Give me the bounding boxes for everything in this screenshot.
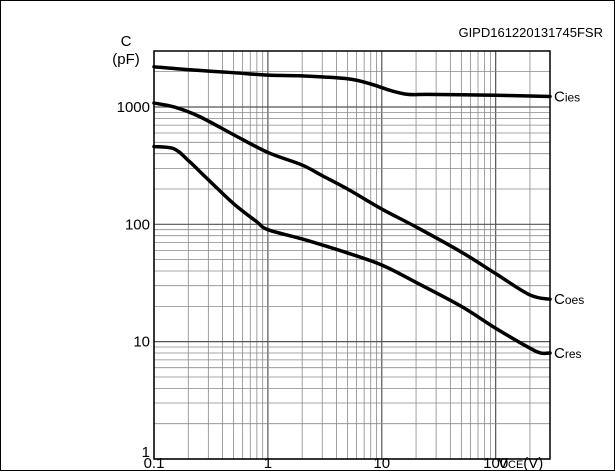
y-tick-label: 10 xyxy=(133,334,150,351)
y-tick-labels: 1 10 100 1000 xyxy=(117,99,150,461)
series-layer xyxy=(152,65,552,356)
figure-id: GIPD161220131745FSR xyxy=(458,25,603,40)
x-axis-title: VCE(V) xyxy=(498,455,543,471)
series-line-cres xyxy=(152,144,552,356)
x-tick-label: 100 xyxy=(483,455,508,471)
series-label-cies: Cies xyxy=(554,88,580,105)
series-label-coes: Coes xyxy=(554,291,584,308)
series-label-sub: ies xyxy=(565,90,580,104)
plot-frame xyxy=(153,50,551,460)
series-label-cres: Cres xyxy=(554,345,582,362)
x-axis-title-unit: (V) xyxy=(523,455,543,471)
y-axis-title-symbol: C xyxy=(121,33,132,50)
y-tick-label: 100 xyxy=(125,216,150,233)
x-axis-title-main: V xyxy=(498,455,508,471)
series-label-main: C xyxy=(554,345,565,362)
y-axis-title-unit: (pF) xyxy=(112,51,140,68)
series-label-main: C xyxy=(554,88,565,105)
x-tick-label: 1 xyxy=(264,455,272,471)
series-line-cies xyxy=(152,65,552,99)
x-axis-title-sub: CE xyxy=(508,459,523,471)
series-label-sub: res xyxy=(565,347,582,361)
series-label-main: C xyxy=(554,291,565,308)
y-tick-label: 1000 xyxy=(117,99,150,116)
x-tick-labels: 0.1 1 10 100 xyxy=(144,455,509,471)
x-tick-label: 0.1 xyxy=(144,455,165,471)
series-line-coes xyxy=(152,101,552,301)
series-label-sub: oes xyxy=(565,293,584,307)
y-tick-label: 1 xyxy=(142,444,150,461)
x-tick-label: 10 xyxy=(373,455,390,471)
